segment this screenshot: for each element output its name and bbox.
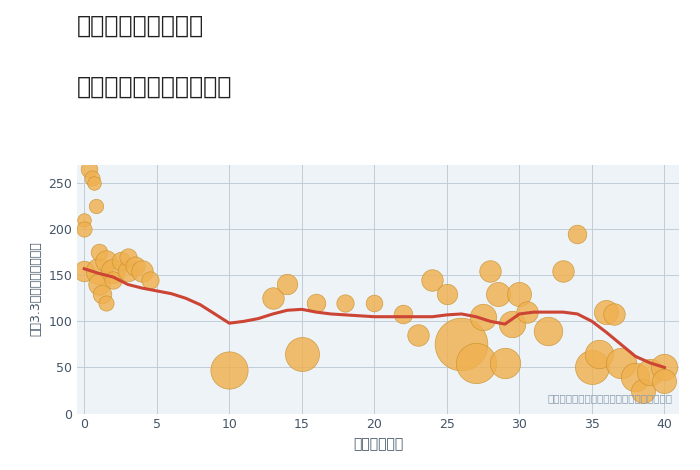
Point: [572, 230, 583, 237]
Point: [311, 299, 322, 306]
Point: [93, 281, 104, 288]
Point: [557, 267, 568, 274]
Point: [130, 262, 141, 270]
Point: [224, 367, 235, 374]
Point: [340, 299, 351, 306]
Point: [78, 216, 90, 224]
Point: [108, 276, 119, 283]
Point: [122, 267, 134, 274]
Point: [78, 267, 90, 274]
Point: [587, 364, 598, 371]
Point: [136, 267, 148, 274]
Point: [485, 267, 496, 274]
Point: [514, 290, 525, 298]
Point: [90, 202, 101, 210]
Point: [594, 350, 605, 357]
Point: [144, 276, 155, 283]
Point: [645, 368, 656, 376]
Text: 築年数別中古戸建て価格: 築年数別中古戸建て価格: [77, 75, 232, 99]
Point: [83, 165, 94, 173]
Point: [615, 359, 626, 367]
Point: [281, 281, 293, 288]
Point: [108, 267, 119, 274]
Point: [456, 341, 467, 348]
Point: [601, 308, 612, 316]
Point: [542, 327, 554, 334]
Point: [296, 350, 307, 357]
Point: [89, 179, 100, 187]
Point: [122, 253, 134, 260]
Point: [427, 276, 438, 283]
Point: [100, 299, 111, 306]
Point: [659, 364, 670, 371]
Point: [78, 225, 90, 233]
Point: [659, 377, 670, 385]
Point: [115, 258, 126, 265]
Point: [93, 248, 104, 256]
Y-axis label: 坪（3.3㎡）単価（万円）: 坪（3.3㎡）単価（万円）: [29, 242, 43, 337]
Point: [267, 295, 279, 302]
Point: [398, 310, 409, 318]
Point: [630, 373, 641, 380]
Point: [96, 290, 107, 298]
Point: [86, 174, 97, 182]
Point: [93, 267, 104, 274]
Point: [499, 359, 510, 367]
Point: [470, 359, 482, 367]
Point: [369, 299, 380, 306]
Point: [521, 308, 532, 316]
Point: [608, 310, 620, 318]
X-axis label: 築年数（年）: 築年数（年）: [353, 437, 403, 451]
Point: [100, 258, 111, 265]
Point: [412, 331, 423, 339]
Point: [477, 313, 489, 321]
Text: 東京都足立区島根の: 東京都足立区島根の: [77, 14, 204, 38]
Point: [492, 290, 503, 298]
Text: 円の大きさは、取引のあった物件面積を示す: 円の大きさは、取引のあった物件面積を示す: [548, 394, 673, 404]
Point: [507, 321, 518, 328]
Point: [637, 387, 648, 394]
Point: [441, 290, 452, 298]
